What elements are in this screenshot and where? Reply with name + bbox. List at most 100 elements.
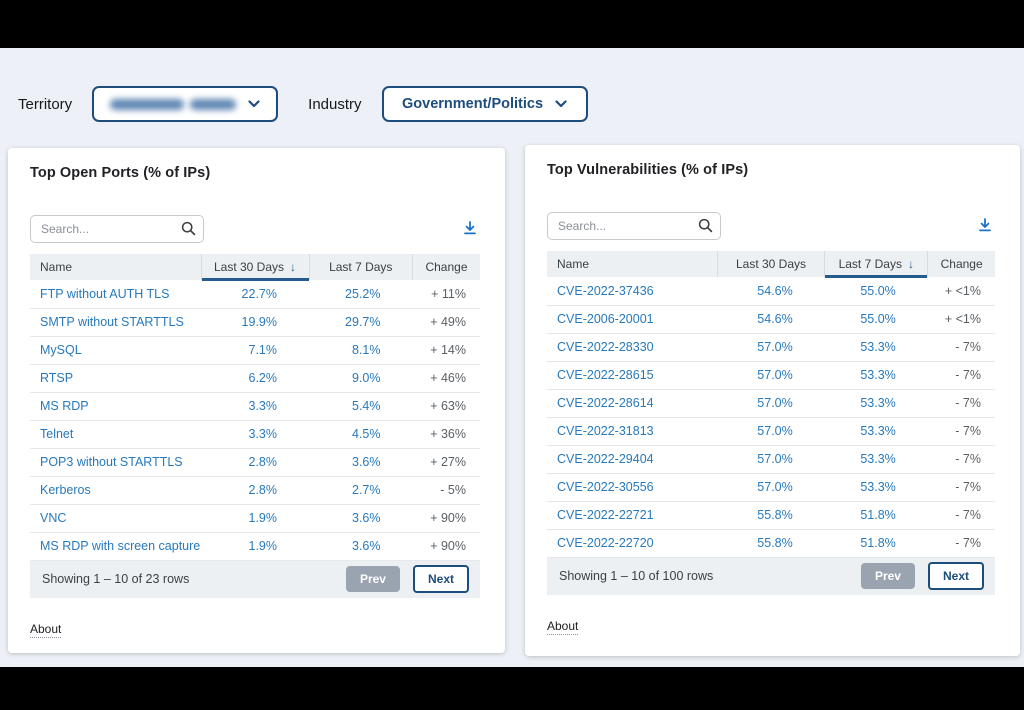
- table-row: RTSP 6.2% 9.0% + 46%: [30, 364, 480, 393]
- row-name-link[interactable]: CVE-2022-28615: [547, 361, 718, 390]
- row-name-link[interactable]: CVE-2022-28330: [547, 333, 718, 362]
- value-cell: 54.6%: [717, 305, 825, 334]
- table-row: CVE-2022-28330 57.0% 53.3% - 7%: [547, 333, 995, 362]
- row-name-link[interactable]: SMTP without STARTTLS: [30, 308, 201, 337]
- row-name-link[interactable]: CVE-2022-29404: [547, 445, 718, 474]
- column-header[interactable]: Change: [412, 254, 480, 280]
- row-name-link[interactable]: CVE-2022-28614: [547, 389, 718, 418]
- value-cell: 57.0%: [717, 389, 825, 418]
- change-cell: + 11%: [412, 280, 480, 309]
- value-cell: 8.1%: [309, 336, 413, 365]
- row-name-link[interactable]: CVE-2022-31813: [547, 417, 718, 446]
- panel-title: Top Open Ports (% of IPs): [30, 165, 211, 181]
- row-name-link[interactable]: CVE-2022-22720: [547, 529, 718, 558]
- industry-value: Government/Politics: [402, 96, 544, 112]
- change-cell: - 7%: [927, 445, 995, 474]
- letterbox-top: [0, 0, 1024, 48]
- value-cell: 55.0%: [824, 305, 928, 334]
- column-header[interactable]: Last 7 Days: [308, 254, 413, 280]
- value-cell: 53.3%: [824, 417, 928, 446]
- change-cell: + 90%: [412, 504, 480, 533]
- value-cell: 1.9%: [201, 504, 309, 533]
- change-cell: + <1%: [927, 277, 995, 306]
- prev-button[interactable]: Prev: [345, 566, 400, 592]
- row-name-link[interactable]: MS RDP: [30, 392, 201, 421]
- value-cell: 19.9%: [201, 308, 309, 337]
- change-cell: - 7%: [927, 333, 995, 362]
- table-row: CVE-2022-29404 57.0% 53.3% - 7%: [547, 445, 995, 474]
- dashboard-content: Territory Industry Government/Politics T…: [0, 48, 1024, 667]
- table-row: CVE-2022-22721 55.8% 51.8% - 7%: [547, 501, 995, 530]
- about-link[interactable]: About: [547, 618, 579, 635]
- change-cell: - 7%: [927, 417, 995, 446]
- column-header[interactable]: Change: [927, 251, 995, 277]
- download-button[interactable]: [460, 218, 480, 241]
- value-cell: 53.3%: [824, 333, 928, 362]
- table-row: Kerberos 2.8% 2.7% - 5%: [30, 476, 480, 505]
- column-header[interactable]: Last 30 Days: [716, 251, 825, 277]
- value-cell: 9.0%: [309, 364, 413, 393]
- row-name-link[interactable]: VNC: [30, 504, 201, 533]
- row-name-link[interactable]: Telnet: [30, 420, 201, 449]
- value-cell: 57.0%: [717, 445, 825, 474]
- row-name-link[interactable]: RTSP: [30, 364, 201, 393]
- row-name-link[interactable]: CVE-2022-22721: [547, 501, 718, 530]
- value-cell: 2.7%: [309, 476, 413, 505]
- row-name-link[interactable]: CVE-2022-30556: [547, 473, 718, 502]
- territory-dropdown[interactable]: [92, 86, 279, 122]
- column-header[interactable]: Last 30 Days ↓: [200, 254, 309, 281]
- row-name-link[interactable]: CVE-2006-20001: [547, 305, 718, 334]
- value-cell: 5.4%: [309, 392, 413, 421]
- row-name-link[interactable]: Kerberos: [30, 476, 201, 505]
- search-input[interactable]: [547, 212, 721, 240]
- row-name-link[interactable]: CVE-2022-37436: [547, 277, 718, 306]
- value-cell: 3.6%: [309, 448, 413, 477]
- value-cell: 7.1%: [201, 336, 309, 365]
- table-row: CVE-2022-31813 57.0% 53.3% - 7%: [547, 417, 995, 446]
- territory-value-redacted: [110, 98, 237, 110]
- chevron-down-icon: [555, 100, 567, 108]
- row-name-link[interactable]: MySQL: [30, 336, 201, 365]
- letterbox-bottom: [0, 667, 1024, 710]
- value-cell: 22.7%: [201, 280, 309, 309]
- next-button[interactable]: Next: [927, 562, 984, 590]
- value-cell: 3.3%: [201, 420, 309, 449]
- table-pagination: Showing 1 – 10 of 23 rows Prev Next: [30, 560, 480, 598]
- row-name-link[interactable]: FTP without AUTH TLS: [30, 280, 201, 309]
- change-cell: + 27%: [412, 448, 480, 477]
- change-cell: - 7%: [927, 361, 995, 390]
- row-name-link[interactable]: MS RDP with screen capture: [30, 532, 201, 561]
- download-icon: [464, 220, 476, 234]
- column-header[interactable]: Name: [30, 254, 201, 280]
- value-cell: 1.9%: [201, 532, 309, 561]
- value-cell: 2.8%: [201, 476, 309, 505]
- chevron-down-icon: [248, 100, 260, 108]
- search-icon: [698, 218, 713, 233]
- value-cell: 55.8%: [717, 529, 825, 558]
- showing-rows-text: Showing 1 – 10 of 100 rows: [559, 569, 714, 583]
- change-cell: + 49%: [412, 308, 480, 337]
- table-pagination: Showing 1 – 10 of 100 rows Prev Next: [547, 557, 995, 595]
- download-icon: [979, 217, 991, 231]
- row-name-link[interactable]: POP3 without STARTTLS: [30, 448, 201, 477]
- prev-button[interactable]: Prev: [860, 563, 915, 589]
- download-button[interactable]: [975, 215, 995, 238]
- table-row: FTP without AUTH TLS 22.7% 25.2% + 11%: [30, 280, 480, 309]
- table-row: CVE-2022-22720 55.8% 51.8% - 7%: [547, 529, 995, 558]
- showing-rows-text: Showing 1 – 10 of 23 rows: [42, 572, 190, 586]
- column-header[interactable]: Name: [547, 251, 718, 277]
- next-button[interactable]: Next: [412, 565, 469, 593]
- value-cell: 3.3%: [201, 392, 309, 421]
- about-link[interactable]: About: [30, 621, 62, 638]
- value-cell: 53.3%: [824, 361, 928, 390]
- search-input[interactable]: [30, 215, 204, 243]
- value-cell: 3.6%: [309, 532, 413, 561]
- value-cell: 57.0%: [717, 473, 825, 502]
- change-cell: - 7%: [927, 389, 995, 418]
- industry-dropdown[interactable]: Government/Politics: [381, 86, 588, 122]
- value-cell: 53.3%: [824, 445, 928, 474]
- column-header[interactable]: Last 7 Days ↓: [824, 251, 928, 278]
- top-vulnerabilities-panel: Top Vulnerabilities (% of IPs) NameLast …: [525, 145, 1020, 656]
- change-cell: - 7%: [927, 501, 995, 530]
